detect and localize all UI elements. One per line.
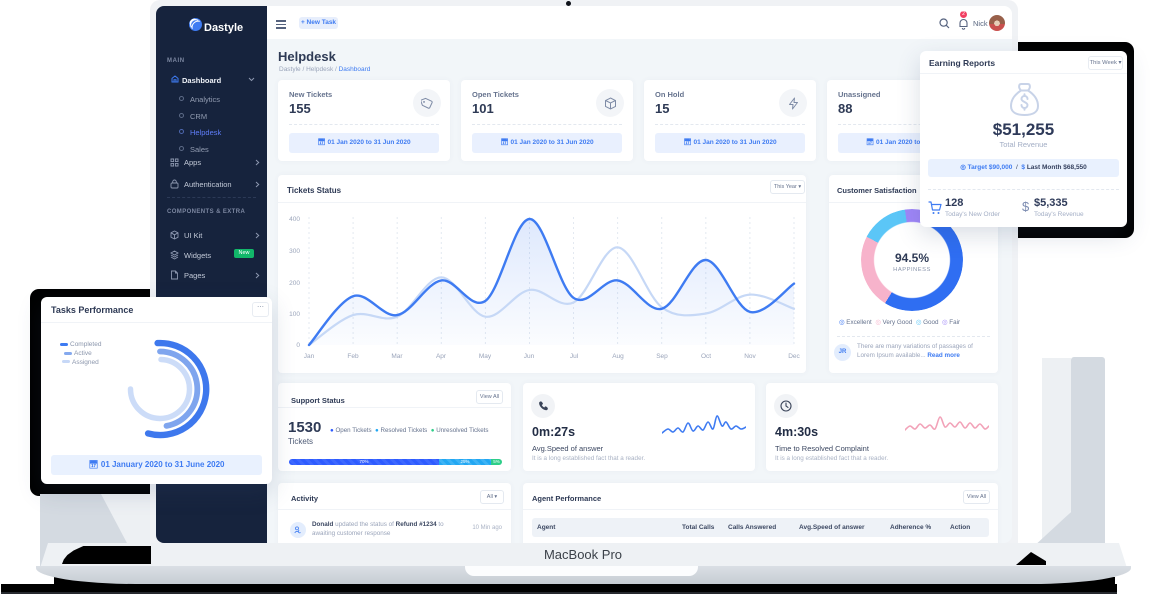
svg-text:Aug: Aug bbox=[612, 353, 624, 360]
svg-text:0: 0 bbox=[296, 342, 300, 349]
svg-text:300: 300 bbox=[289, 248, 300, 255]
svg-text:Nov: Nov bbox=[744, 353, 756, 360]
svg-text:Feb: Feb bbox=[347, 353, 359, 360]
svg-text:Apr: Apr bbox=[436, 353, 447, 360]
svg-text:Jul: Jul bbox=[570, 353, 579, 360]
svg-text:100: 100 bbox=[289, 311, 300, 318]
svg-text:Oct: Oct bbox=[701, 353, 711, 360]
svg-text:Sep: Sep bbox=[656, 353, 668, 360]
svg-text:Mar: Mar bbox=[391, 353, 403, 360]
svg-text:Dec: Dec bbox=[788, 353, 800, 360]
svg-text:400: 400 bbox=[289, 216, 300, 223]
svg-text:Jun: Jun bbox=[524, 353, 535, 360]
svg-text:Jan: Jan bbox=[304, 353, 315, 360]
svg-text:200: 200 bbox=[289, 280, 300, 287]
svg-text:May: May bbox=[479, 353, 492, 360]
